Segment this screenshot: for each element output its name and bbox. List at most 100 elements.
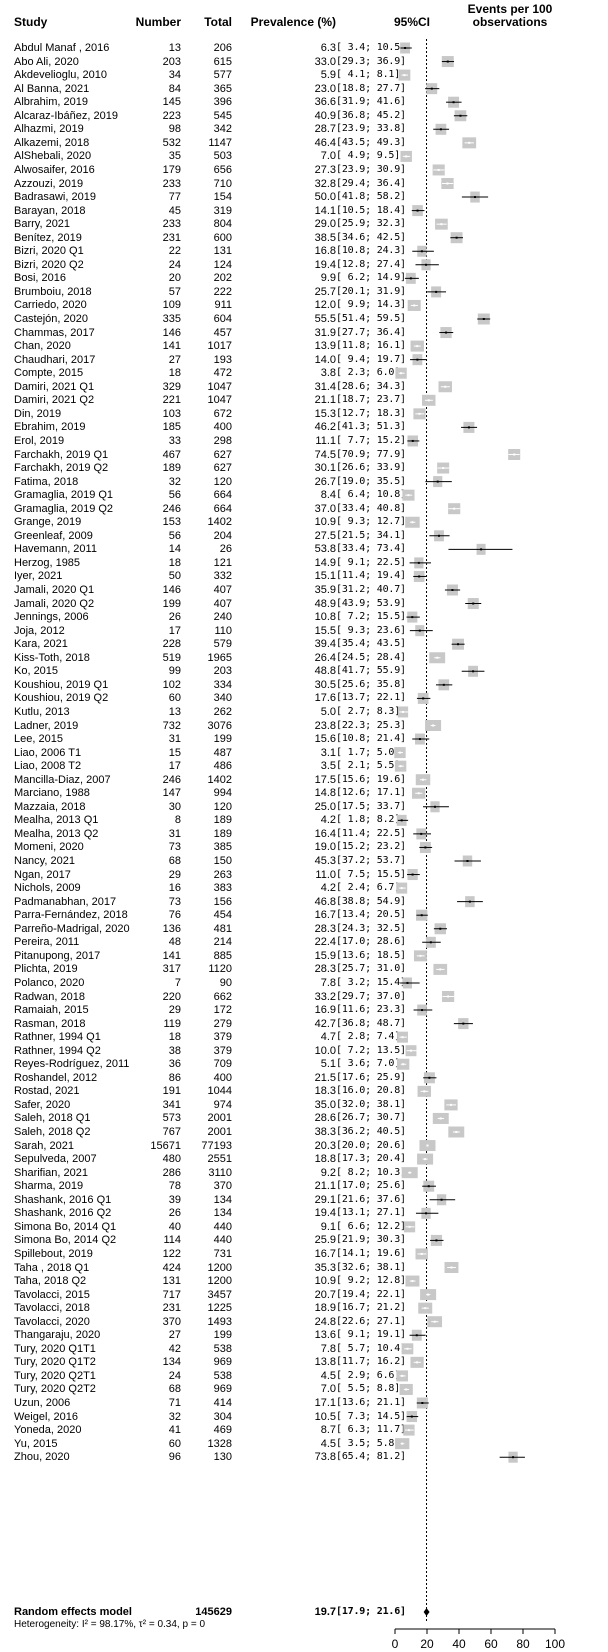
study-name: Rasman, 2018 — [14, 1017, 86, 1030]
study-total: 1044 — [207, 1085, 232, 1098]
study-row: Compte, 2015 18 472 3.8[ 2.3; 6.0] — [0, 366, 608, 380]
study-prevalence: 23.0 — [314, 82, 336, 95]
study-ci: [13.6; 18.5] — [336, 949, 406, 961]
study-prevalence: 16.4 — [314, 827, 336, 840]
study-number: 103 — [162, 407, 181, 420]
study-total: 203 — [213, 665, 232, 678]
study-prevalence: 4.7 — [320, 1031, 336, 1044]
study-number: 221 — [162, 394, 181, 407]
study-ci: [24.5; 28.4] — [336, 651, 406, 663]
header-ci: 95%CI — [393, 15, 430, 29]
study-row: Farchakh, 2019 Q2 189 627 30.1 [26.6; 33.9] — [0, 461, 608, 475]
study-ci: [41.3; 51.3] — [336, 421, 406, 433]
study-ci: [14.1; 19.6] — [336, 1247, 406, 1259]
study-total: 3110 — [208, 1166, 232, 1179]
study-total: 1402 — [207, 773, 232, 786]
study-row: Tury, 2020 Q1T1 42 538 7.8[ 5.7; 10.4] — [0, 1342, 608, 1356]
study-number: 13 — [168, 42, 181, 54]
study-ci: [ 9.1; 22.5] — [336, 556, 406, 568]
study-prevalence: 25.7 — [314, 285, 336, 298]
header-events: Events per 100 observations — [440, 3, 580, 29]
study-number: 71 — [168, 1397, 181, 1409]
study-ci: [28.6; 34.3] — [336, 380, 406, 392]
study-ci: [10.8; 24.3] — [336, 245, 406, 257]
study-ci: [ 7.3; 14.5] — [336, 1410, 406, 1422]
study-name: Mancilla-Diaz, 2007 — [14, 773, 111, 786]
study-number: 13 — [168, 705, 181, 718]
study-name: Abdul Manaf , 2016 — [14, 42, 110, 54]
study-point — [416, 345, 419, 348]
study-prevalence: 30.5 — [314, 678, 336, 691]
study-total: 199 — [213, 1329, 232, 1342]
study-point — [408, 1225, 411, 1228]
study-prevalence: 55.5 — [314, 313, 336, 325]
study-row: Yoneda, 2020 41 469 8.7[ 6.3; 11.7] — [0, 1423, 608, 1437]
study-name: Bizri, 2020 Q2 — [14, 258, 84, 271]
study-number: 60 — [168, 1437, 181, 1450]
study-total: 193 — [213, 353, 232, 366]
study-name: Spillebout, 2019 — [14, 1247, 93, 1260]
study-ci: [ 8.2; 10.3] — [336, 1166, 406, 1178]
study-prevalence: 48.9 — [314, 597, 336, 610]
study-point — [457, 643, 460, 646]
study-prevalence: 36.6 — [314, 96, 336, 109]
study-point — [400, 372, 403, 375]
study-point — [418, 412, 421, 415]
x-tick-label: 80 — [516, 1637, 530, 1651]
study-row: Barayan, 2018 45 319 14.1 [10.5; 18.4] — [0, 204, 608, 218]
study-name: Jennings, 2006 — [14, 611, 89, 624]
study-name: Ramaiah, 2015 — [14, 1004, 89, 1017]
study-total: 156 — [213, 895, 232, 908]
study-point — [417, 561, 420, 564]
study-total: 604 — [213, 313, 232, 325]
study-prevalence: 7.8 — [320, 976, 336, 989]
study-number: 30 — [168, 800, 181, 813]
study-total: 538 — [213, 1342, 232, 1355]
study-name: Shashank, 2016 Q1 — [14, 1193, 112, 1206]
study-prevalence: 27.5 — [314, 529, 336, 542]
study-number: 96 — [168, 1451, 181, 1464]
study-total: 615 — [213, 55, 232, 68]
study-prevalence: 11.0 — [315, 868, 336, 881]
study-row: Damiri, 2021 Q1 329 1047 31.4 [28.6; 34.3] — [0, 380, 608, 394]
study-row: Sepulveda, 2007 480 2551 18.8 [17.3; 20.4] — [0, 1152, 608, 1166]
study-row: Liao, 2008 T2 17 486 3.5[ 2.1; 5.5] — [0, 759, 608, 773]
study-number: 84 — [168, 82, 181, 95]
study-prevalence: 31.4 — [314, 380, 336, 393]
study-name: Ngan, 2017 — [14, 868, 71, 881]
study-point — [447, 995, 450, 998]
study-name: Brumboiu, 2018 — [14, 285, 92, 298]
study-ci: [ 5.7; 10.4] — [336, 1342, 406, 1354]
study-number: 233 — [162, 177, 181, 190]
study-prevalence: 13.6 — [314, 1329, 336, 1342]
study-row: Herzog, 1985 18 121 14.9[ 9.1; 22.5] — [0, 556, 608, 570]
study-name: Gramaglia, 2019 Q1 — [14, 489, 114, 502]
study-ci: [16.0; 20.8] — [336, 1085, 406, 1097]
study-ci: [35.4; 43.5] — [336, 638, 406, 650]
study-name: Momeni, 2020 — [14, 841, 84, 854]
study-row: Bizri, 2020 Q2 24 124 19.4 [12.8; 27.4] — [0, 258, 608, 272]
study-number: 136 — [162, 922, 181, 935]
study-total: 134 — [213, 1207, 232, 1220]
study-row: Sharma, 2019 78 370 21.1 [17.0; 25.6] — [0, 1179, 608, 1193]
study-ci: [41.8; 58.2] — [336, 191, 406, 203]
study-prevalence: 9.9 — [320, 272, 336, 285]
study-total: 486 — [213, 760, 232, 773]
study-name: Kutlu, 2013 — [14, 705, 70, 718]
study-row: Abdul Manaf , 2016 13 206 6.3[ 3.4; 10.5] — [0, 41, 608, 55]
study-name: Taha, 2018 Q2 — [14, 1275, 87, 1288]
study-ci: [17.0; 25.6] — [336, 1180, 406, 1192]
study-name: Badrasawi, 2019 — [14, 191, 96, 204]
study-number: 146 — [162, 584, 181, 596]
study-number: 50 — [168, 570, 181, 583]
study-name: Ladner, 2019 — [14, 719, 79, 732]
study-name: Jamali, 2020 Q2 — [14, 597, 95, 610]
study-total: 731 — [213, 1247, 232, 1260]
summary-total: 145629 — [195, 1606, 232, 1618]
study-total: 974 — [213, 1098, 232, 1111]
study-prevalence: 39.4 — [314, 638, 336, 651]
study-total: 1017 — [207, 340, 232, 353]
study-point — [402, 1063, 405, 1066]
study-number: 223 — [162, 109, 181, 122]
study-row: Rathner, 1994 Q1 18 379 4.7[ 2.8; 7.4] — [0, 1030, 608, 1044]
